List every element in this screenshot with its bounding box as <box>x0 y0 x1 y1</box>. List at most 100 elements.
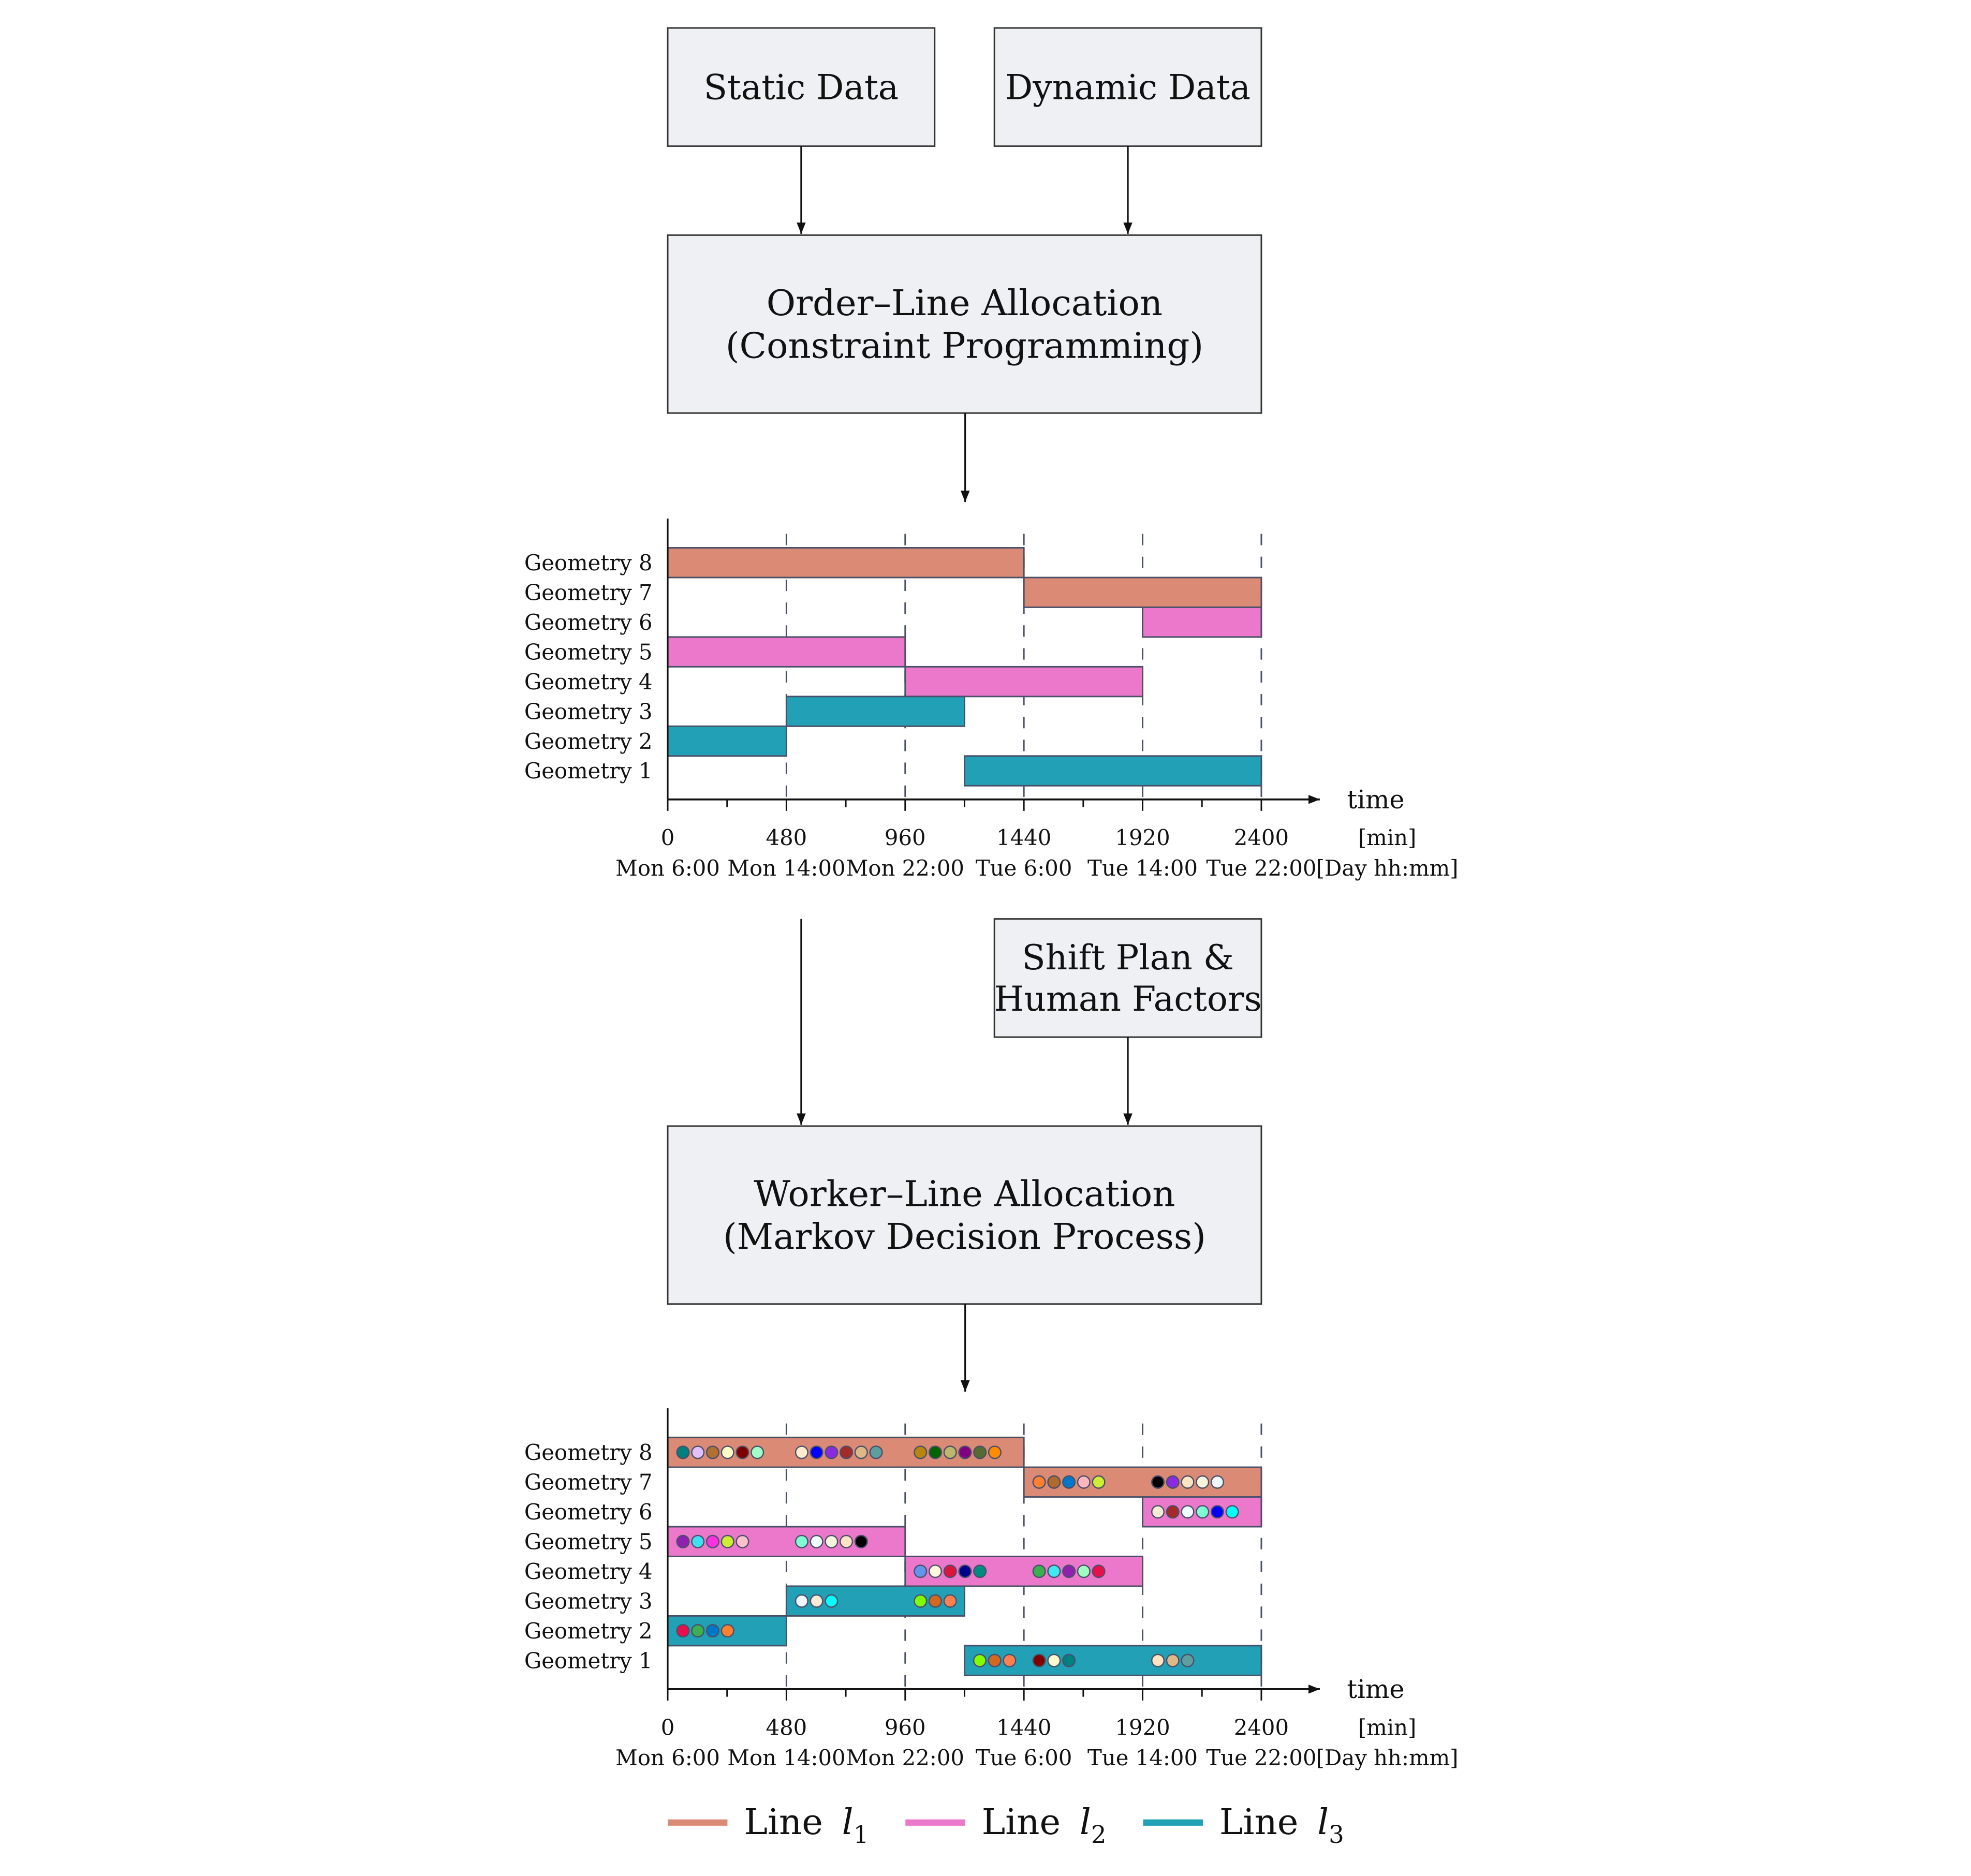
worker-allocation-gantt: Geometry 8 Geometry 7 Geometry 6 Geometry 5… <box>524 1408 1459 1770</box>
worker-dot <box>1062 1475 1076 1489</box>
gantt-bar <box>667 547 1025 579</box>
worker-dot <box>1166 1653 1180 1667</box>
worker-dot <box>1181 1475 1195 1489</box>
worker-dot <box>928 1445 943 1459</box>
shift-box-frame <box>993 918 1262 1038</box>
worker-dot <box>854 1445 868 1459</box>
gantt-bar <box>785 696 965 727</box>
legend-sub: 2 <box>1091 1821 1107 1849</box>
day-label: Mon 6:00 <box>615 855 720 881</box>
worker-dot <box>720 1624 734 1638</box>
row-label: Geometry 1 <box>524 758 653 784</box>
row-label: Geometry 2 <box>524 1618 653 1644</box>
worker-dot <box>1032 1475 1046 1489</box>
legend-var: l <box>1080 1801 1091 1843</box>
worker-dot <box>720 1534 734 1548</box>
worker-dot <box>795 1534 808 1548</box>
tick-label: 2400 <box>1234 825 1289 850</box>
worker-dot <box>1196 1475 1210 1489</box>
worker-dot <box>751 1445 764 1459</box>
gantt-bar <box>667 636 906 668</box>
order-box: Order–Line Allocation(Constraint Program… <box>667 234 1262 414</box>
row-label: Geometry 7 <box>524 580 653 605</box>
worker-dot <box>691 1445 705 1459</box>
worker-dot <box>1151 1653 1165 1667</box>
x-axis-label: time <box>1347 785 1404 815</box>
worker-dot <box>810 1534 823 1548</box>
worker-dot <box>1047 1564 1061 1578</box>
tick-label: 1440 <box>996 1715 1051 1740</box>
legend-label: Line l1 <box>744 1801 869 1849</box>
worker-dot <box>720 1445 734 1459</box>
worker-dot <box>1092 1475 1106 1489</box>
worker-dot <box>1077 1564 1091 1578</box>
worker-dot <box>1077 1475 1091 1489</box>
worker-dot <box>988 1653 1002 1667</box>
worker-dot <box>973 1564 987 1578</box>
worker-dot <box>988 1445 1002 1459</box>
worker-dot <box>810 1445 823 1459</box>
worker-dot <box>1047 1475 1061 1489</box>
worker-dot <box>676 1534 690 1548</box>
worker-dot <box>840 1534 854 1548</box>
worker-dot <box>943 1445 957 1459</box>
gantt-bar <box>667 725 787 757</box>
tick-label: 1440 <box>996 825 1051 850</box>
row-label: Geometry 7 <box>524 1470 653 1495</box>
worker-dot <box>1166 1505 1180 1519</box>
unit-day-label: [Day hh:mm] <box>1316 855 1459 881</box>
worker-dot <box>1062 1653 1076 1667</box>
worker-dot <box>854 1534 868 1548</box>
worker-box-frame <box>667 1125 1262 1305</box>
worker-box: Worker–Line Allocation(Markov Decision P… <box>667 1125 1262 1305</box>
worker-dot <box>1151 1475 1165 1489</box>
row-label: Geometry 3 <box>524 1588 653 1614</box>
row-label: Geometry 3 <box>524 699 653 724</box>
tick-label: 960 <box>885 825 926 850</box>
row-label: Geometry 6 <box>524 1499 653 1525</box>
tick-label: 480 <box>766 825 807 850</box>
day-label: Tue 6:00 <box>976 1745 1072 1770</box>
legend-prefix: Line <box>982 1801 1072 1843</box>
unit-min-label: [min] <box>1358 1715 1416 1740</box>
dynamic-box: Dynamic Data <box>993 27 1262 147</box>
day-label: Mon 22:00 <box>846 855 964 881</box>
worker-dot <box>705 1534 719 1548</box>
worker-dot <box>958 1564 972 1578</box>
row-label: Geometry 4 <box>524 669 653 695</box>
day-label: Mon 6:00 <box>615 1745 720 1770</box>
worker-dot <box>825 1594 839 1608</box>
legend-item-l2: Line l2 <box>905 1801 1107 1849</box>
order-box-label: (Constraint Programming) <box>726 326 1203 367</box>
day-label: Tue 22:00 <box>1206 855 1316 881</box>
tick-label: 480 <box>766 1715 807 1740</box>
row-label: Geometry 5 <box>524 1529 653 1554</box>
row-label: Geometry 8 <box>524 1440 653 1465</box>
worker-dot <box>676 1445 690 1459</box>
row-label: Geometry 1 <box>524 1648 653 1673</box>
worker-dot <box>840 1445 854 1459</box>
worker-dot <box>1032 1564 1046 1578</box>
worker-dot <box>1181 1653 1195 1667</box>
gantt-bar <box>1142 606 1262 638</box>
row-label: Geometry 6 <box>524 610 653 635</box>
shift-box-label: Human Factors <box>994 979 1262 1019</box>
worker-dot <box>1225 1505 1239 1519</box>
legend: Line l1 Line l2 Line l3 <box>668 1801 1344 1849</box>
order-allocation-gantt: Geometry 8 Geometry 7 Geometry 6 Geometry 5… <box>524 519 1459 881</box>
worker-dot <box>958 1445 972 1459</box>
dynamic-box-label: Dynamic Data <box>1005 67 1251 107</box>
day-label: Tue 14:00 <box>1087 855 1198 881</box>
worker-dot <box>1181 1505 1195 1519</box>
legend-prefix: Line <box>1219 1801 1310 1843</box>
day-label: Tue 22:00 <box>1206 1745 1316 1770</box>
unit-day-label: [Day hh:mm] <box>1316 1745 1459 1770</box>
worker-dot <box>1210 1505 1224 1519</box>
legend-sub: 3 <box>1329 1821 1344 1849</box>
static-box: Static Data <box>667 27 936 147</box>
day-label: Mon 14:00 <box>727 855 845 881</box>
worker-dot <box>928 1564 943 1578</box>
order-box-frame <box>667 234 1262 414</box>
worker-dot <box>1047 1653 1061 1667</box>
